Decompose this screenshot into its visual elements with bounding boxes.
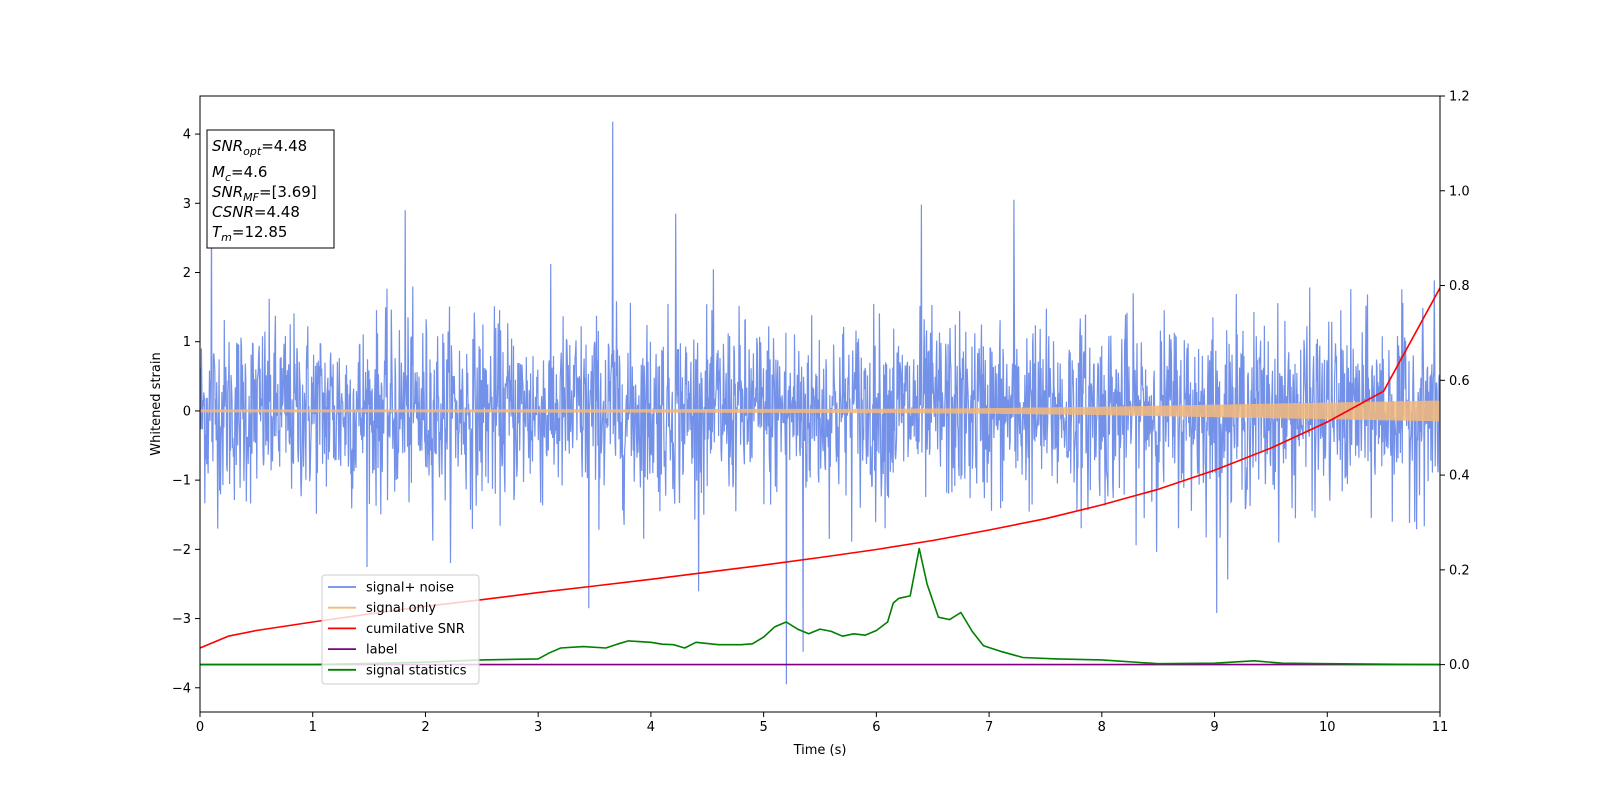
x-tick-label: 6 [872, 720, 880, 735]
x-tick-label: 5 [759, 720, 767, 735]
y-right-tick-label: 0.6 [1449, 374, 1470, 389]
annotation-line: CSNR=4.48 [212, 203, 300, 221]
y-tick-label: 3 [183, 197, 191, 212]
annotation-box-frame [206, 129, 335, 249]
y-right-tick-label: 0.8 [1449, 279, 1470, 294]
legend-entry: signal statistics [366, 663, 467, 678]
x-axis-label: Time (s) [793, 743, 847, 758]
x-tick-label: 8 [1098, 720, 1106, 735]
legend-entry: label [366, 643, 397, 658]
y-tick-label: −2 [172, 543, 191, 558]
x-tick-label: 10 [1319, 720, 1336, 735]
y-tick-label: 2 [183, 266, 191, 281]
y-tick-label: −1 [172, 474, 191, 489]
x-tick-label: 7 [985, 720, 993, 735]
annotation-line: SNRopt=4.48 [212, 137, 307, 158]
x-tick-label: 4 [647, 720, 655, 735]
y-tick-label: −4 [172, 681, 191, 696]
legend: signal+ noise signal only cumilative SNR la… [321, 574, 480, 685]
y-right-tick-label: 1.2 [1449, 90, 1470, 105]
x-tick-label: 3 [534, 720, 542, 735]
legend-frame [321, 574, 480, 685]
legend-entry: signal only [366, 601, 436, 616]
legend-entry: signal+ noise [366, 581, 454, 596]
series-signal-statistics [200, 547, 1440, 666]
y-tick-label: 1 [183, 335, 191, 350]
y-axis-label: Whitened strain [149, 352, 164, 455]
y-right-tick-label: 0.2 [1449, 563, 1470, 578]
axes: 0 1 2 3 4 5 6 7 8 9 10 11 −4 −3 −2 −1 0 1 2 3 4 0.0 0.2 0.4 0.6 0… [172, 90, 1470, 736]
annotation-line: SNRMF=[3.69] [212, 183, 317, 204]
annotation-line: Tm=12.85 [212, 223, 287, 244]
y-tick-label: 0 [183, 404, 191, 419]
y-tick-label: −3 [172, 612, 191, 627]
annotation-line: Mc=4.6 [212, 163, 267, 184]
x-tick-label: 2 [421, 720, 429, 735]
x-tick-label: 1 [309, 720, 317, 735]
axes-frame [199, 95, 1441, 713]
x-tick-label: 9 [1210, 720, 1218, 735]
series-signal-only [200, 400, 1440, 422]
y-tick-label: 4 [183, 128, 191, 143]
legend-entry: cumilative SNR [366, 622, 465, 637]
y-right-tick-label: 0.0 [1449, 658, 1470, 673]
x-tick-label: 0 [196, 720, 204, 735]
y-right-tick-label: 0.4 [1449, 469, 1470, 484]
y-right-tick-label: 1.0 [1449, 184, 1470, 199]
series-signal-plus-noise [200, 121, 1440, 685]
x-tick-label: 11 [1432, 720, 1449, 735]
